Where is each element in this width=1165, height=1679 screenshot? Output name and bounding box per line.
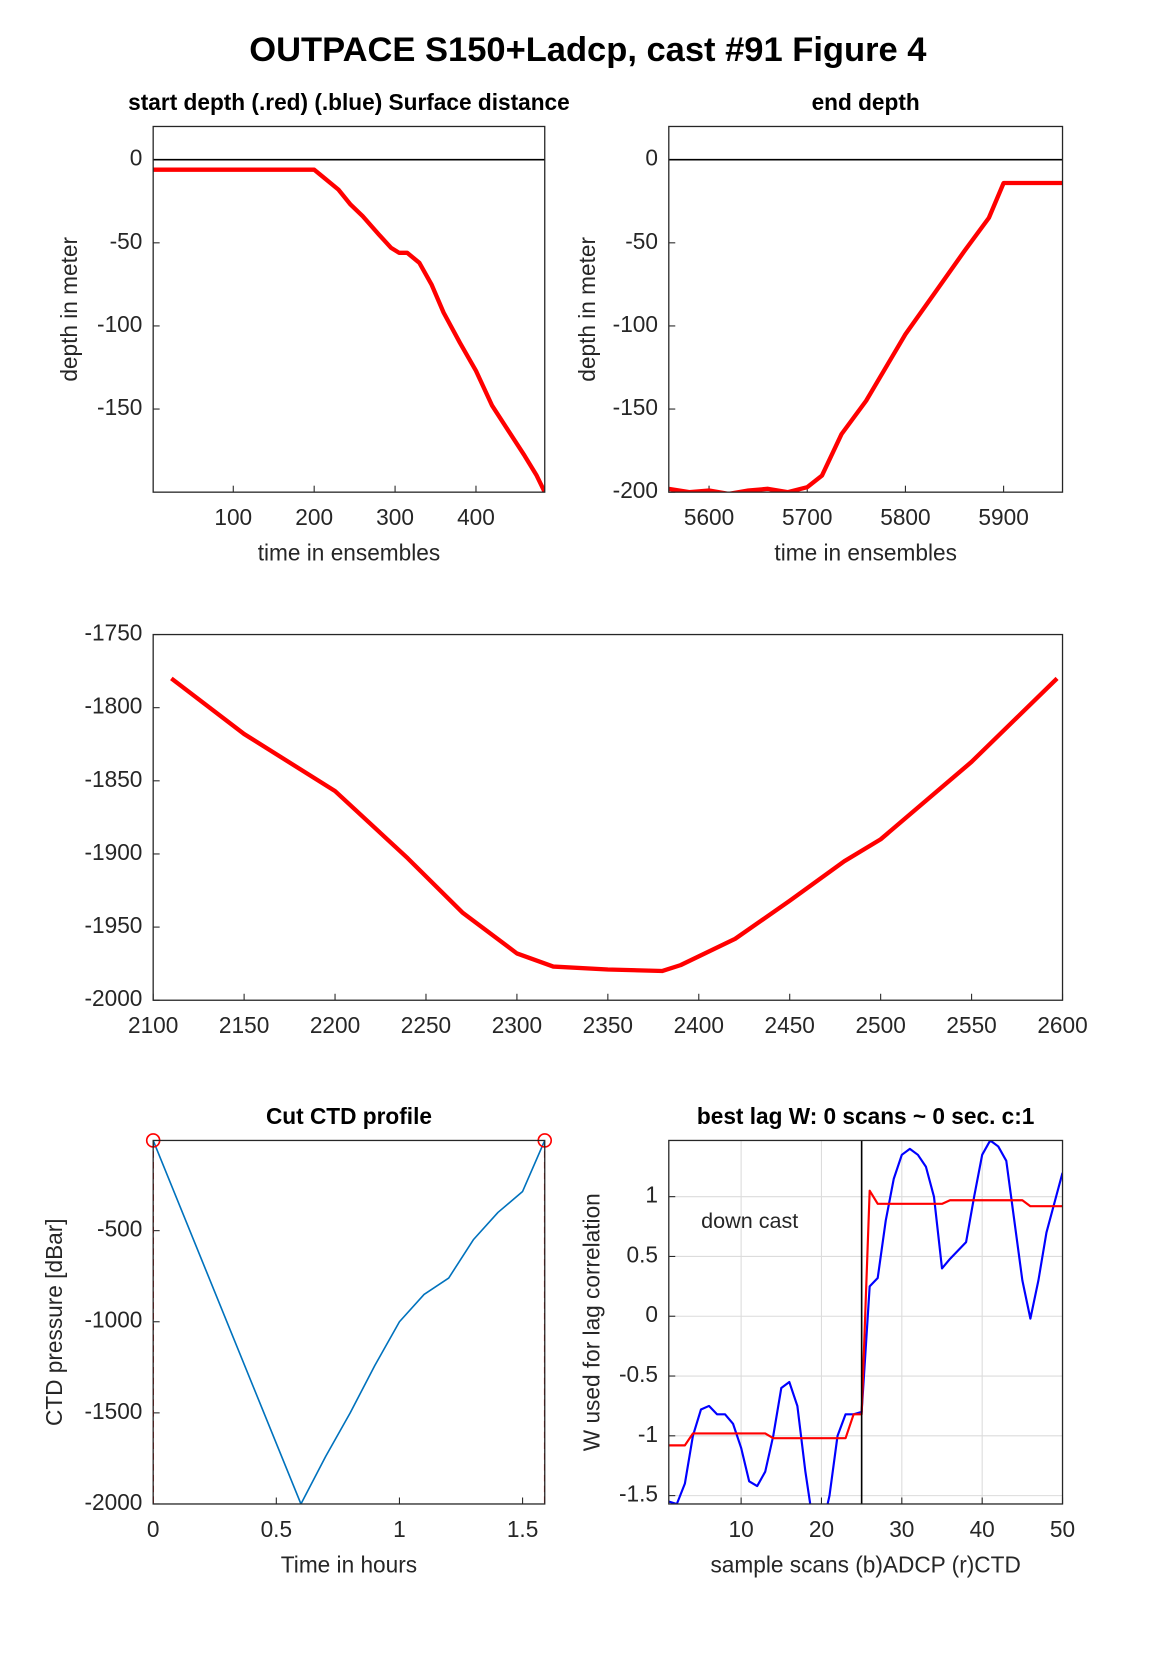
x-axis-label: time in ensembles (258, 540, 440, 566)
y-tick-label: -1500 (84, 1398, 142, 1424)
y-tick-label: -150 (97, 394, 142, 420)
x-tick-label: 30 (889, 1516, 914, 1542)
y-tick-label: -50 (625, 228, 658, 254)
y-tick-label: -50 (110, 228, 143, 254)
plot-area (153, 1140, 545, 1504)
plot-layer (170, 676, 1059, 974)
figure-title: OUTPACE S150+Ladcp, cast #91 Figure 4 (249, 31, 926, 69)
x-tick-label: 5700 (782, 504, 832, 530)
x-tick-label: 300 (376, 504, 414, 530)
y-tick-label: -1000 (84, 1307, 142, 1333)
x-tick-label: 0 (147, 1516, 160, 1542)
x-tick-label: 2450 (765, 1012, 815, 1038)
chart-title: Cut CTD profile (266, 1103, 432, 1129)
x-axis-label: Time in hours (281, 1552, 417, 1578)
data-line (153, 167, 545, 493)
x-tick-label: 20 (809, 1516, 834, 1542)
plot-area (668, 126, 1063, 493)
y-axis-label: depth in meter (574, 236, 600, 381)
chart-title: start depth (.red) (.blue) Surface dista… (128, 89, 570, 115)
y-tick-label: -1.5 (619, 1481, 658, 1507)
y-tick-label: 0 (645, 1301, 658, 1327)
x-tick-label: 2500 (855, 1012, 905, 1038)
x-tick-label: 2350 (583, 1012, 633, 1038)
y-tick-label: -0.5 (619, 1361, 658, 1387)
chart-title: end depth (812, 89, 920, 115)
x-tick-label: 1 (393, 1516, 406, 1542)
y-tick-label: 1 (645, 1182, 658, 1208)
x-tick-label: 200 (295, 504, 333, 530)
x-tick-label: 5600 (684, 504, 734, 530)
plot-area (153, 634, 1063, 1001)
x-tick-label: 2300 (492, 1012, 542, 1038)
data-line (668, 1140, 1063, 1504)
y-tick-label: -100 (97, 311, 142, 337)
data-line (668, 1189, 1063, 1447)
chart-title: best lag W: 0 scans ~ 0 sec. c:1 (697, 1103, 1034, 1129)
x-tick-label: 2550 (946, 1012, 996, 1038)
plot-layer (153, 158, 545, 493)
x-tick-label: 2150 (219, 1012, 269, 1038)
x-tick-label: 2600 (1037, 1012, 1087, 1038)
plot-area (153, 126, 545, 493)
y-tick-label: -1 (638, 1421, 658, 1447)
axes-box (152, 633, 1064, 1001)
y-tick-label: 0 (645, 145, 658, 171)
y-tick-label: -1800 (84, 693, 142, 719)
y-tick-label: -150 (613, 394, 658, 420)
y-tick-label: -1900 (84, 839, 142, 865)
x-tick-label: 0.5 (261, 1516, 292, 1542)
x-tick-label: 40 (970, 1516, 995, 1542)
x-tick-label: 50 (1050, 1516, 1075, 1542)
y-axis-label: depth in meter (56, 236, 82, 381)
x-tick-label: 5800 (880, 504, 930, 530)
y-axis-label: W used for lag correlation (578, 1193, 604, 1451)
y-tick-label: -1750 (84, 620, 142, 646)
axes-box (668, 1139, 1064, 1505)
data-line (153, 1140, 545, 1504)
y-axis-label: CTD pressure [dBar] (41, 1218, 67, 1426)
y-tick-label: -100 (613, 311, 658, 337)
y-tick-label: -2000 (84, 1489, 142, 1515)
annotation: down cast (701, 1208, 798, 1233)
y-tick-label: -1850 (84, 766, 142, 792)
axes-box (152, 1139, 546, 1505)
x-tick-label: 400 (457, 504, 495, 530)
data-line (668, 180, 1063, 493)
x-axis-label: time in ensembles (774, 540, 956, 566)
data-line (170, 676, 1059, 974)
x-tick-label: 2250 (401, 1012, 451, 1038)
y-tick-label: -200 (613, 477, 658, 503)
x-tick-label: 10 (729, 1516, 754, 1542)
x-tick-label: 2400 (674, 1012, 724, 1038)
x-axis-label: sample scans (b)ADCP (r)CTD (710, 1552, 1020, 1578)
x-tick-label: 100 (214, 504, 252, 530)
plot-layer (668, 1140, 1063, 1504)
y-tick-label: 0.5 (627, 1241, 658, 1267)
axes-box (152, 125, 546, 493)
x-tick-label: 2200 (310, 1012, 360, 1038)
x-tick-label: 5900 (978, 504, 1028, 530)
x-tick-label: 1.5 (507, 1516, 538, 1542)
y-tick-label: 0 (130, 145, 143, 171)
y-tick-label: -2000 (84, 985, 142, 1011)
axes-box (668, 125, 1064, 493)
y-tick-label: -500 (97, 1216, 142, 1242)
plot-layer (153, 1140, 545, 1504)
y-tick-label: -1950 (84, 912, 142, 938)
x-tick-label: 2100 (128, 1012, 178, 1038)
plot-layer (668, 158, 1063, 493)
